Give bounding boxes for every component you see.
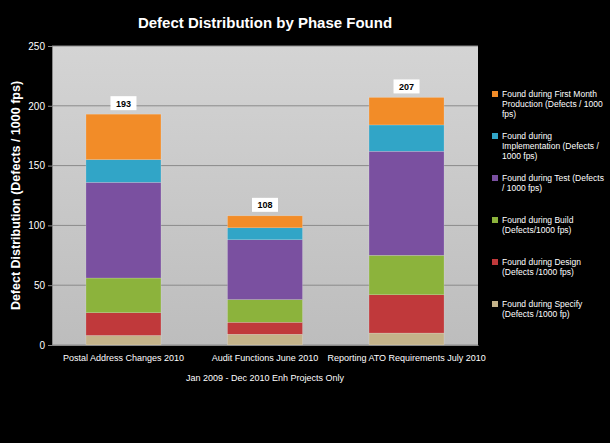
plot-area [52,46,478,345]
grid-line [52,46,478,47]
x-axis-line [53,345,479,346]
y-tick-label: 100 [28,220,45,231]
bar-segment [369,97,444,125]
y-tick-mark [48,166,52,167]
y-tick-label: 0 [39,340,45,351]
x-tick: Audit Functions June 2010 [212,345,319,363]
y-tick: 200 [28,101,52,112]
y-tick-mark [48,46,52,47]
y-tick-mark [48,106,52,107]
bar-segment [86,335,161,345]
title: Defect Distribution by Phase Found [138,14,392,31]
legend-swatch [492,259,498,265]
total-label: 193 [116,99,131,109]
x-tick-label: Audit Functions June 2010 [212,353,319,363]
legend-swatch [492,133,498,139]
y-tick: 250 [28,41,52,52]
y-tick-label: 250 [28,41,45,52]
legend-label: Found during Specify(Defects /1000 fp) [502,299,583,319]
total-label-box [110,96,136,110]
y-tick: 100 [28,220,52,231]
y-tick-label: 50 [34,280,46,291]
bar-segment [369,125,444,151]
x-axis-title: Jan 2009 - Dec 2010 Enh Projects Only [186,373,345,383]
x-axis: Postal Address Changes 2010 Audit Functio… [53,345,486,363]
legend-label: Found during Test (Defects/ 1000 fps) [502,173,604,193]
y-tick: 50 [34,280,52,291]
chart: 0 50 100 150 200 250 Postal Address Changes 20… [0,0,610,443]
legend-swatch [492,175,498,181]
y-tick-label: 200 [28,101,45,112]
y-tick: 0 [39,340,52,351]
bar-segment [227,216,302,228]
y-tick-mark [48,285,52,286]
legend-swatch [492,91,498,97]
x-tick: Postal Address Changes 2010 [63,345,184,363]
bar-segment [227,300,302,323]
bar-segment [227,240,302,300]
y-axis-title: Defect Distribution (Defects / 1000 fps) [9,81,23,310]
legend: Found during First MonthProduction (Defe… [492,89,604,319]
bar-segment [86,278,161,313]
bar-segment [369,333,444,345]
bar-segment [227,322,302,334]
x-tick-label: Reporting ATO Requirements July 2010 [327,353,485,363]
y-tick-mark [48,225,52,226]
legend-label: Found duringImplementation (Defects /100… [502,131,599,161]
grid [52,46,478,345]
bar-segment [369,255,444,294]
y-tick-label: 150 [28,160,45,171]
y-axis: 0 50 100 150 200 250 [28,41,52,351]
legend-swatch [492,217,498,223]
bar-segment [86,114,161,159]
legend-label: Found during First MonthProduction (Defe… [502,89,603,119]
x-tick-label: Postal Address Changes 2010 [63,353,184,363]
bar-segment [86,313,161,336]
y-axis-line [48,47,53,346]
legend-label: Found during Design(Defects /1000 fps) [502,257,581,277]
legend-swatch [492,301,498,307]
background [0,0,610,443]
bar-segment [86,182,161,278]
total-label-box [252,198,278,212]
y-tick-mark [48,345,52,346]
total-label-box [394,79,420,93]
legend-label: Found during Build(Defects/1000 fps) [502,215,574,235]
y-tick: 150 [28,160,52,171]
bar-segment [227,334,302,345]
bar-segment [227,228,302,240]
total-label: 108 [257,200,272,210]
total-labels: 193 108 207 [110,79,419,211]
bar-segment [369,295,444,333]
bar-segment [86,160,161,183]
x-tick: Reporting ATO Requirements July 2010 [327,345,485,363]
bar-segment [369,151,444,255]
total-label: 207 [399,82,414,92]
bars [86,97,444,345]
